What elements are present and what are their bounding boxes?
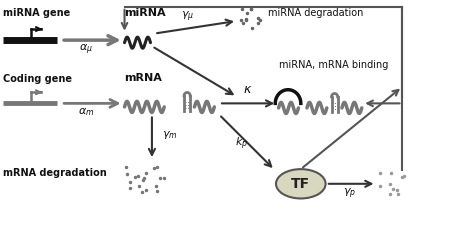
Text: mRNA degradation: mRNA degradation: [3, 168, 107, 178]
Text: mRNA: mRNA: [125, 73, 163, 83]
Text: TF: TF: [291, 177, 310, 191]
Text: miRNA: miRNA: [125, 8, 166, 18]
Text: $\alpha_m$: $\alpha_m$: [78, 106, 94, 118]
Text: $\gamma_p$: $\gamma_p$: [343, 187, 356, 201]
Text: $k_p$: $k_p$: [235, 136, 247, 152]
Text: miRNA gene: miRNA gene: [3, 8, 70, 18]
Text: miRNA degradation: miRNA degradation: [268, 8, 363, 18]
Text: $\kappa$: $\kappa$: [243, 83, 252, 96]
Text: $\gamma_\mu$: $\gamma_\mu$: [181, 10, 194, 24]
Text: Coding gene: Coding gene: [3, 74, 72, 84]
Text: miRNA, mRNA binding: miRNA, mRNA binding: [279, 60, 388, 71]
Text: $\alpha_\mu$: $\alpha_\mu$: [79, 43, 93, 57]
Ellipse shape: [276, 169, 326, 199]
Text: $\gamma_m$: $\gamma_m$: [162, 129, 178, 141]
